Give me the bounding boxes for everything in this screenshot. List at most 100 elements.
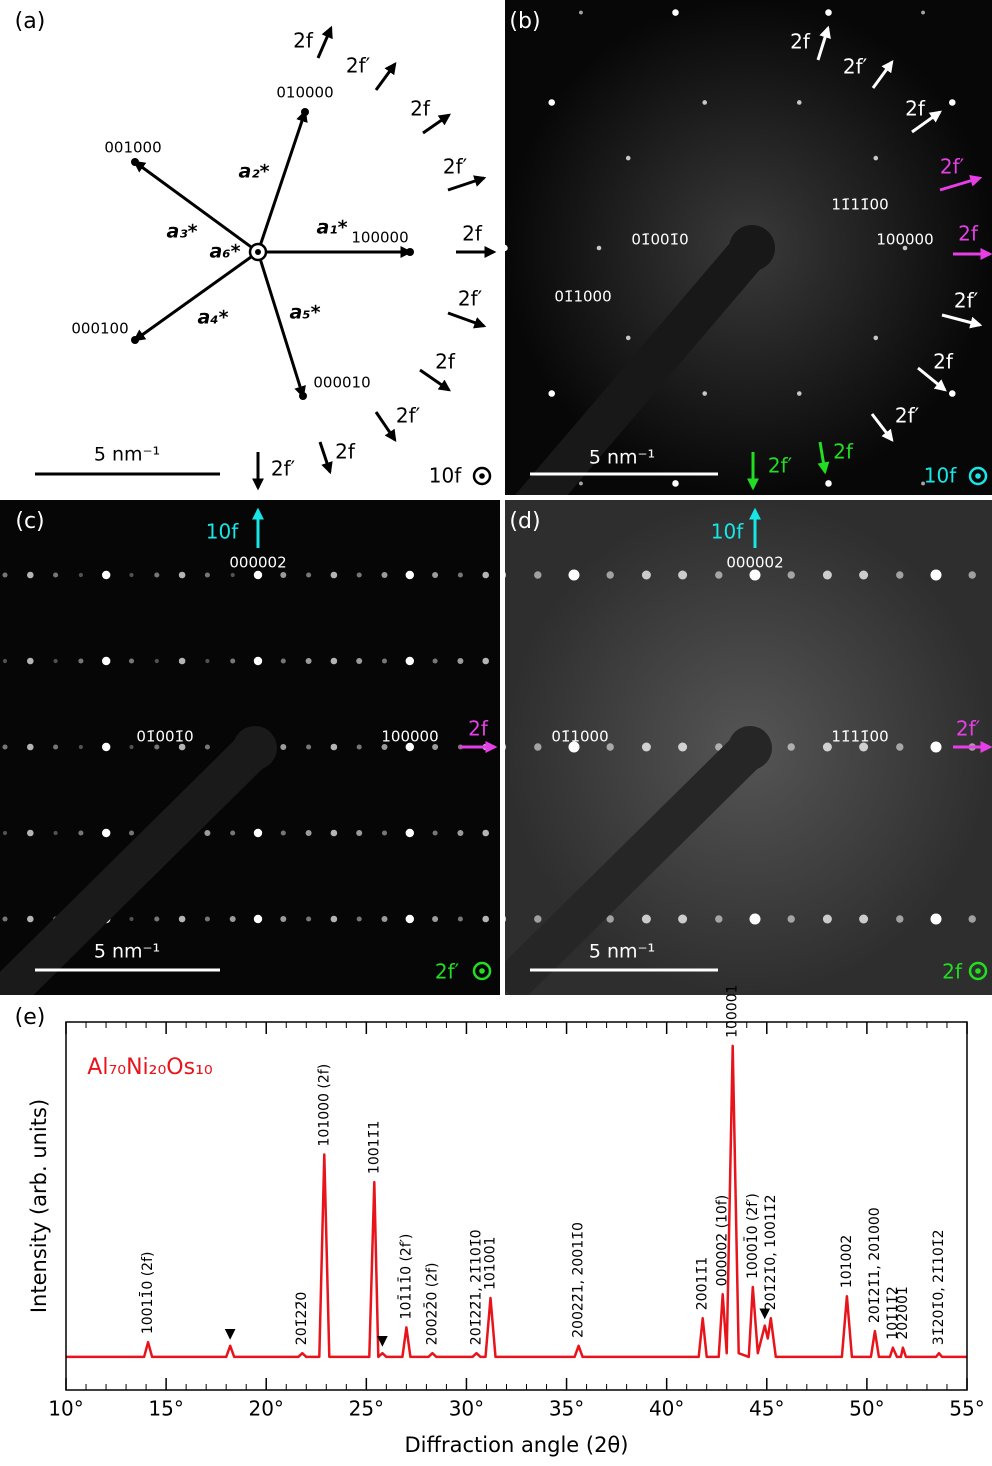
diffraction-spot bbox=[672, 9, 679, 16]
diffraction-spot bbox=[788, 915, 795, 922]
peak-label: 201̄21̄1, 201000 bbox=[867, 1207, 883, 1323]
peak-label: 20022̄1, 20011̄0 bbox=[571, 1222, 587, 1338]
diffraction-spot bbox=[382, 916, 388, 922]
diffraction-spot bbox=[154, 916, 159, 921]
peak-label: 101002 bbox=[839, 1235, 855, 1288]
diffraction-spot bbox=[331, 916, 338, 923]
diffraction-spot bbox=[281, 830, 286, 835]
diffraction-spot bbox=[473, 336, 477, 340]
diffraction-spot bbox=[788, 743, 795, 750]
panel-label: (c) bbox=[15, 509, 44, 534]
diffraction-spot bbox=[205, 916, 210, 921]
x-tick-label: 30° bbox=[449, 1397, 484, 1421]
diffraction-spot bbox=[797, 100, 802, 105]
chart-title: Al₇₀Ni₂₀Os₁₀ bbox=[87, 1055, 213, 1080]
diffraction-spot bbox=[859, 571, 868, 580]
diffraction-spot bbox=[382, 830, 387, 835]
diffraction-spot bbox=[715, 571, 722, 578]
x-tick-label: 55° bbox=[949, 1397, 984, 1421]
diffraction-spot bbox=[204, 830, 210, 836]
diffraction-spot bbox=[179, 916, 186, 923]
vector-label: a₁* bbox=[316, 217, 347, 239]
vector-label: a₆* bbox=[209, 241, 240, 263]
diffraction-spot bbox=[859, 915, 868, 924]
scale-bar-label: 5 nm⁻¹ bbox=[94, 941, 160, 963]
diffraction-spot bbox=[129, 573, 133, 577]
peak-label: 101001 bbox=[482, 1237, 498, 1290]
diffraction-spot bbox=[357, 572, 362, 577]
lattice-point bbox=[131, 158, 139, 166]
diffraction-spot bbox=[280, 916, 286, 922]
arrow-label: 2f′ bbox=[346, 54, 371, 78]
x-tick-label: 35° bbox=[549, 1397, 584, 1421]
diffraction-spot bbox=[281, 658, 286, 663]
diffraction-spot bbox=[78, 830, 83, 835]
diffraction-spot bbox=[280, 744, 286, 750]
diffraction-spot bbox=[678, 915, 687, 924]
diffraction-spot bbox=[306, 744, 311, 749]
peak-label: 101̄11̄0 (2f′) bbox=[397, 1234, 415, 1320]
vector-label: a₃* bbox=[166, 221, 197, 243]
diffraction-spot bbox=[788, 571, 795, 578]
diffraction-spot bbox=[921, 11, 925, 15]
y-axis-label: Intensity (arb. units) bbox=[27, 1099, 51, 1313]
diffraction-spot bbox=[357, 744, 362, 749]
arrow-label: 2f bbox=[462, 222, 483, 246]
peak-label: 31̄201̄0, 21̄101̄2 bbox=[931, 1229, 947, 1345]
diffraction-spot bbox=[715, 915, 722, 922]
diffraction-spot bbox=[534, 571, 541, 578]
diffraction-spot bbox=[482, 830, 489, 837]
x-tick-label: 40° bbox=[649, 1397, 684, 1421]
diffraction-spot bbox=[331, 572, 338, 579]
impurity-marker: ▼ bbox=[225, 1326, 236, 1342]
diffraction-spot bbox=[825, 9, 832, 16]
diffraction-spot bbox=[534, 915, 541, 922]
diffraction-spot bbox=[254, 915, 262, 923]
diffraction-spot bbox=[433, 658, 438, 663]
diffraction-spot bbox=[78, 658, 83, 663]
diffraction-spot bbox=[823, 571, 832, 580]
diffraction-spot bbox=[306, 916, 311, 921]
spot-index: 100000 bbox=[381, 728, 438, 746]
diffraction-spot bbox=[79, 573, 83, 577]
scale-bar-label: 5 nm⁻¹ bbox=[94, 444, 160, 466]
diffraction-spot bbox=[579, 482, 583, 486]
arrow-label: 2f′ bbox=[768, 454, 793, 478]
arrow-label: 2f′ bbox=[954, 289, 979, 313]
diffraction-spot bbox=[579, 11, 583, 15]
diffraction-spot bbox=[230, 916, 236, 922]
arrow-label: 2f bbox=[790, 30, 811, 54]
beam-stop-tip bbox=[729, 225, 775, 271]
arrow-label: 2f bbox=[958, 222, 979, 246]
peak-label: 201̄22̄0 bbox=[294, 1292, 310, 1345]
diffraction-spot bbox=[896, 743, 903, 750]
arrow-label: 2f′ bbox=[843, 55, 868, 79]
diffraction-spot bbox=[949, 390, 956, 397]
diffraction-spot bbox=[205, 744, 210, 749]
x-tick-label: 25° bbox=[349, 1397, 384, 1421]
spot-index: 01̄001̄0 bbox=[136, 728, 193, 746]
arrow-label: 2f bbox=[435, 350, 456, 374]
diffraction-spot bbox=[54, 831, 58, 835]
origin-dot bbox=[255, 249, 261, 255]
spot-index: 01̄1000 bbox=[551, 728, 608, 746]
diffraction-spot bbox=[230, 830, 235, 835]
diffraction-spot bbox=[825, 480, 832, 487]
arrow-label: 2f′ bbox=[956, 717, 981, 741]
diffraction-spot bbox=[382, 658, 387, 663]
diffraction-spot bbox=[129, 830, 134, 835]
zone-symbol-dot bbox=[975, 473, 981, 479]
diffraction-spot bbox=[931, 742, 942, 753]
peak-label: 20022̄0 (2f) bbox=[423, 1263, 441, 1346]
diffraction-spot bbox=[458, 572, 463, 577]
diffraction-spot bbox=[179, 658, 186, 665]
peak-label: 10001̄0 (2f′) bbox=[743, 1193, 761, 1279]
diffraction-spot bbox=[356, 830, 362, 836]
figure: (a)010000001000100000000100000010a₁*a₂*a… bbox=[0, 0, 992, 1466]
diffraction-spot bbox=[534, 743, 541, 750]
lattice-point bbox=[406, 248, 414, 256]
diffraction-spot bbox=[280, 572, 286, 578]
diffraction-spot bbox=[357, 916, 362, 921]
spot-index: 01̄1000 bbox=[554, 288, 611, 306]
arrow-label: 2f′ bbox=[940, 155, 965, 179]
